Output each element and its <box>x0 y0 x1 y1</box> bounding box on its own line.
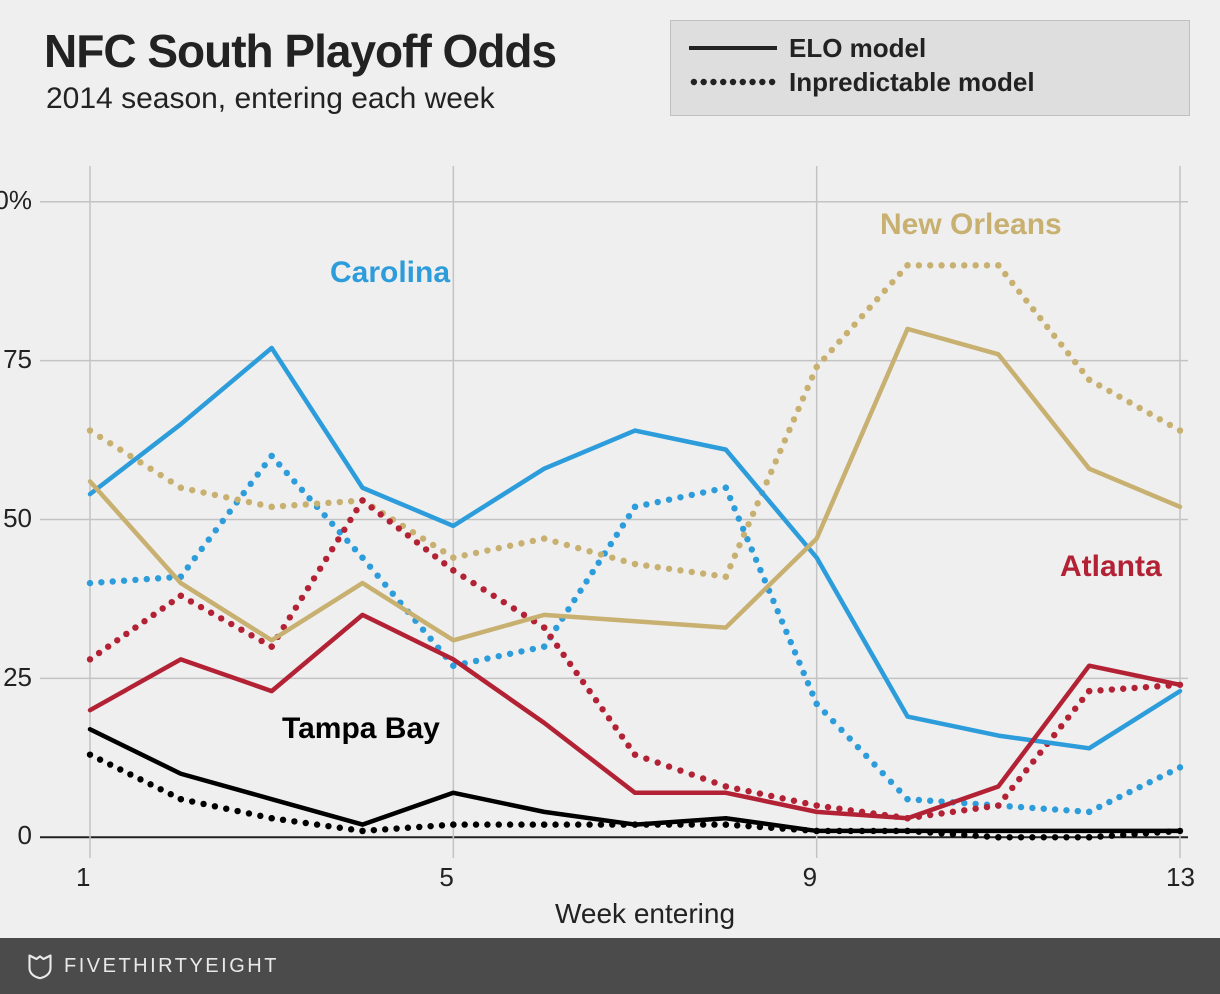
x-tick-label: 5 <box>439 862 453 893</box>
series-label: Tampa Bay <box>282 712 440 746</box>
y-tick-label: 25 <box>3 662 32 693</box>
x-tick-label: 9 <box>803 862 817 893</box>
x-axis-label: Week entering <box>535 898 755 930</box>
y-tick-label: 100% <box>0 185 32 216</box>
brand-name: FIVETHIRTYEIGHT <box>64 955 279 978</box>
chart-container: NFC South Playoff Odds 2014 season, ente… <box>0 0 1220 994</box>
series-label: New Orleans <box>880 208 1062 242</box>
series-label: Atlanta <box>1060 550 1162 584</box>
footer-bar: FIVETHIRTYEIGHT <box>0 938 1220 994</box>
y-tick-label: 0 <box>18 820 32 851</box>
x-tick-label: 1 <box>76 862 90 893</box>
y-tick-label: 50 <box>3 503 32 534</box>
y-tick-label: 75 <box>3 344 32 375</box>
fivethirtyeight-logo-icon <box>26 952 54 980</box>
line-chart <box>0 0 1220 938</box>
series-label: Carolina <box>330 256 450 290</box>
x-tick-label: 13 <box>1166 862 1195 893</box>
